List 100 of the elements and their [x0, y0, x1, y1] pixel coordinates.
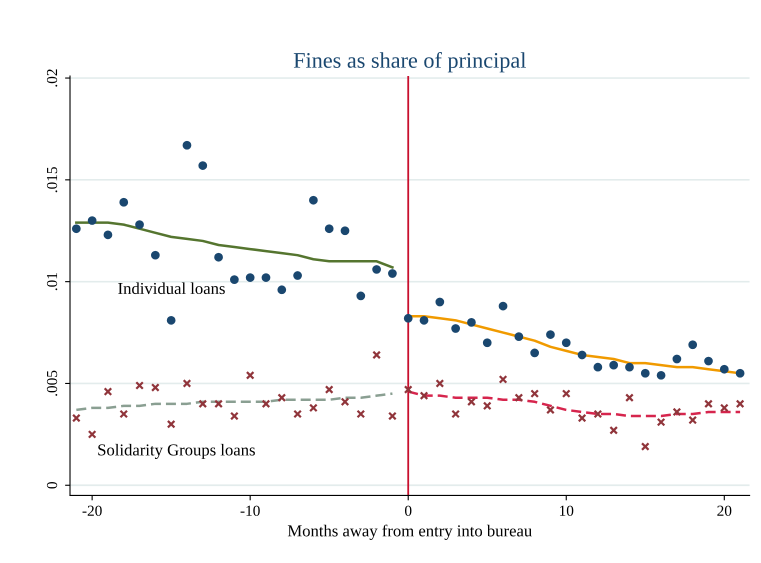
x-axis-title: Months away from entry into bureau: [288, 524, 532, 540]
line-series: [75, 392, 394, 412]
point: [198, 399, 208, 408]
point: [309, 196, 318, 205]
y-tick-label: .01: [46, 273, 58, 290]
x-tick-label: 10: [560, 506, 574, 516]
x-tick-label: -20: [82, 506, 102, 516]
point: [119, 410, 128, 418]
point: [262, 273, 270, 282]
point: [246, 273, 255, 282]
point: [277, 393, 286, 402]
point: [72, 414, 81, 422]
point: [625, 393, 634, 402]
point: [230, 412, 239, 420]
point: [166, 420, 176, 429]
point: [672, 408, 682, 416]
point: [404, 314, 413, 323]
point: [514, 332, 524, 341]
point: [119, 198, 128, 207]
point: [656, 370, 666, 380]
point: [309, 404, 318, 412]
point: [198, 161, 208, 170]
point: [88, 430, 97, 439]
point: [72, 224, 81, 234]
point: [546, 406, 555, 414]
y-tick-label: .02: [46, 69, 58, 87]
point: [372, 350, 381, 360]
point: [420, 391, 428, 400]
point: [135, 381, 144, 390]
point: [594, 362, 602, 372]
point: [372, 265, 381, 274]
point: [609, 426, 618, 435]
point: [214, 399, 223, 408]
line-series: [406, 390, 742, 418]
point: [640, 368, 650, 378]
point: [451, 324, 460, 333]
point: [230, 275, 239, 284]
point: [246, 370, 255, 380]
point: [688, 340, 698, 350]
point: [277, 285, 286, 294]
point: [435, 379, 444, 388]
point: [293, 271, 302, 280]
point: [340, 397, 350, 406]
point: [720, 364, 729, 374]
point: [482, 401, 492, 410]
y-tick-label: 0: [46, 482, 58, 488]
point: [498, 375, 508, 384]
point: [104, 230, 112, 240]
point: [530, 348, 540, 358]
point: [388, 269, 397, 278]
point: [451, 410, 460, 418]
point: [404, 385, 413, 394]
point: [388, 412, 397, 420]
annotation: Solidarity Groups loans: [98, 444, 255, 459]
point: [720, 404, 729, 412]
point: [166, 316, 176, 325]
point: [578, 350, 586, 360]
point: [150, 383, 160, 392]
y-tick-label: .015: [46, 167, 58, 192]
point: [482, 338, 492, 348]
point: [736, 368, 744, 378]
point: [150, 250, 160, 260]
point: [672, 354, 682, 364]
y-tick-label: .005: [46, 370, 58, 396]
point: [182, 379, 192, 388]
point: [435, 298, 444, 306]
point: [656, 418, 666, 427]
x-tick-label: -10: [240, 506, 260, 516]
point: [640, 442, 650, 451]
point: [88, 216, 97, 225]
point: [467, 318, 476, 327]
point: [625, 362, 634, 372]
point: [498, 302, 508, 310]
x-tick-label: 20: [717, 506, 732, 516]
point: [104, 387, 112, 396]
point: [578, 414, 586, 422]
point: [530, 389, 540, 398]
point: [546, 330, 555, 339]
point: [609, 360, 618, 370]
point: [594, 410, 602, 418]
point: [135, 220, 144, 230]
point: [182, 140, 192, 150]
point: [562, 389, 571, 398]
point: [562, 338, 571, 348]
point: [262, 399, 270, 408]
point: [214, 252, 223, 262]
point: [467, 397, 476, 406]
point: [324, 224, 334, 234]
x-tick-label: 0: [404, 506, 412, 516]
point: [704, 356, 713, 366]
point: [704, 399, 713, 408]
point: [420, 316, 428, 325]
point: [736, 399, 744, 408]
annotation: Individual loans: [118, 282, 225, 294]
chart-title: Fines as share of principal: [294, 52, 526, 72]
point: [293, 410, 302, 418]
point: [688, 416, 698, 424]
point: [514, 393, 524, 402]
point: [356, 410, 366, 418]
point: [324, 385, 334, 394]
